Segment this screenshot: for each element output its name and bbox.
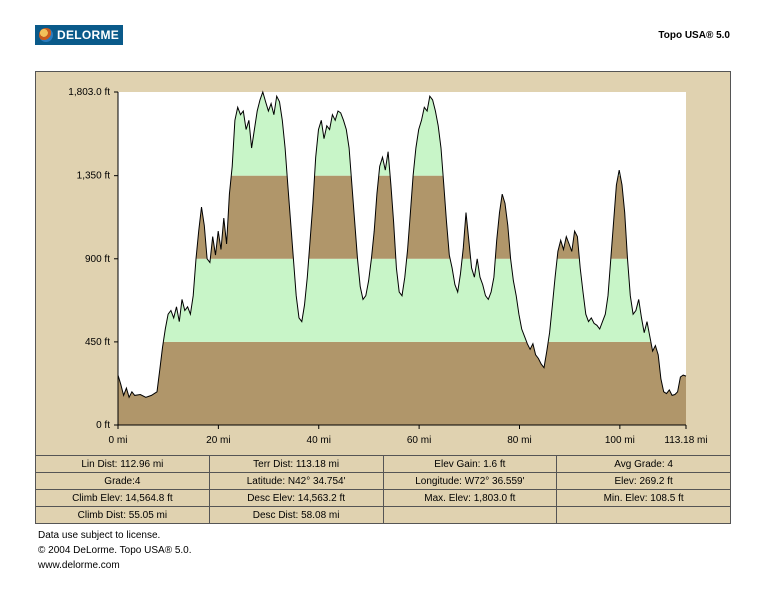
stats-row: Climb Elev: 14,564.8 ft Desc Elev: 14,563… (35, 489, 731, 507)
stats-cell: Desc Elev: 14,563.2 ft (208, 489, 384, 507)
stats-row: Lin Dist: 112.96 mi Terr Dist: 113.18 mi E… (35, 455, 731, 473)
license-note: Data use subject to license. (38, 530, 161, 541)
logo-text: DELORME (57, 28, 120, 42)
y-tick-label: 0 ft (96, 420, 110, 431)
elevation-chart-frame: 0 ft 450 ft 900 ft 1,350 ft 1,803.0 ft 0 mi 20… (35, 71, 731, 456)
stats-cell: Avg Grade: 4 (556, 455, 731, 473)
stats-cell: Latitude: N42° 34.754' (208, 472, 384, 490)
x-tick-label: 100 mi (605, 435, 635, 446)
y-tick-label: 450 ft (85, 337, 110, 348)
x-tick-label: 113.18 mi (664, 435, 707, 446)
stats-cell: Elev: 269.2 ft (556, 472, 731, 490)
stats-cell: Min. Elev: 108.5 ft (556, 489, 731, 507)
stats-cell: Elev Gain: 1.6 ft (382, 455, 558, 473)
globe-icon (39, 28, 53, 42)
stats-cell (556, 506, 731, 524)
x-tick-label: 0 mi (109, 435, 128, 446)
x-tick-label: 80 mi (507, 435, 531, 446)
stats-cell: Lin Dist: 112.96 mi (35, 455, 210, 473)
stats-cell: Longitude: W72° 36.559' (382, 472, 558, 490)
stats-cell: Terr Dist: 113.18 mi (208, 455, 384, 473)
stats-cell: Desc Dist: 58.08 mi (208, 506, 384, 524)
delorme-logo: DELORME (35, 25, 123, 45)
stats-cell: Grade:4 (35, 472, 210, 490)
x-tick-label: 60 mi (407, 435, 431, 446)
y-tick-label: 1,350 ft (77, 171, 111, 182)
x-tick-label: 20 mi (206, 435, 230, 446)
stats-row: Climb Dist: 55.05 mi Desc Dist: 58.08 mi (35, 506, 731, 524)
elevation-profile-line (117, 90, 687, 399)
stats-cell: Max. Elev: 1,803.0 ft (382, 489, 558, 507)
y-tick-label: 1,803.0 ft (68, 87, 110, 98)
product-name: Topo USA® 5.0 (658, 30, 730, 41)
profile-stats-table: Lin Dist: 112.96 mi Terr Dist: 113.18 mi E… (35, 455, 731, 524)
stats-row: Grade:4 Latitude: N42° 34.754' Longitude: … (35, 472, 731, 490)
footer: Data use subject to license. © 2004 DeLo… (38, 528, 192, 573)
stats-cell: Climb Dist: 55.05 mi (35, 506, 210, 524)
y-tick-label: 900 ft (85, 254, 110, 265)
x-tick-label: 40 mi (307, 435, 331, 446)
elevation-band (118, 341, 686, 425)
elevation-profile-chart: 0 ft 450 ft 900 ft 1,350 ft 1,803.0 ft 0 mi 20… (68, 87, 707, 446)
copyright: © 2004 DeLorme. Topo USA® 5.0. (38, 545, 192, 556)
stats-cell: Climb Elev: 14,564.8 ft (35, 489, 210, 507)
website-link[interactable]: www.delorme.com (38, 560, 120, 571)
stats-cell (382, 506, 558, 524)
